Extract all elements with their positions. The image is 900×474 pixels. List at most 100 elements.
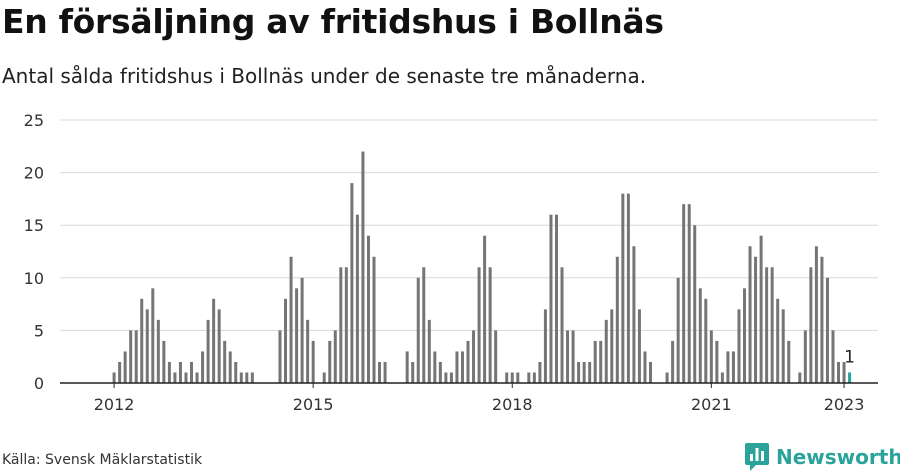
bar-85 <box>566 330 570 383</box>
y-tick-label-20: 20 <box>24 164 44 183</box>
bar-81 <box>543 309 547 383</box>
bar-109 <box>698 288 702 383</box>
bar-123 <box>776 298 780 383</box>
bar-12 <box>162 340 166 383</box>
bar-51 <box>378 361 382 383</box>
bar-69 <box>477 267 481 383</box>
bar-19 <box>201 351 205 383</box>
bar-37 <box>300 277 304 383</box>
x-tick-label-2012: 2012 <box>94 395 135 414</box>
bar-96 <box>626 193 630 383</box>
bar-6 <box>129 330 133 383</box>
y-tick-label-25: 25 <box>24 111 44 130</box>
bar-133 <box>831 330 835 383</box>
bar-8 <box>140 298 144 383</box>
bar-104 <box>671 340 675 383</box>
x-axis: 2012 2015 2018 2021 2023 <box>60 382 878 414</box>
bar-94 <box>615 256 619 383</box>
x-tick-label-2023: 2023 <box>824 395 865 414</box>
y-tick-label-15: 15 <box>24 216 44 235</box>
bar-59 <box>422 267 426 383</box>
bar-132 <box>825 277 829 383</box>
bar-42 <box>328 340 332 383</box>
bar-11 <box>156 319 160 383</box>
chart-subtitle: Antal sålda fritidshus i Bollnäs under d… <box>2 64 647 88</box>
bar-9 <box>145 309 149 383</box>
bar-28 <box>250 372 254 383</box>
bar-127 <box>798 372 802 383</box>
bar-56 <box>405 351 409 383</box>
y-tick-label-5: 5 <box>34 321 44 340</box>
bar-64 <box>449 372 453 383</box>
bar-36 <box>295 288 299 383</box>
newsworthy-logo[interactable]: Newsworthy <box>744 442 900 472</box>
bar-136 <box>848 372 852 383</box>
bar-107 <box>687 204 691 383</box>
bar-33 <box>278 330 282 383</box>
bar-62 <box>438 361 442 383</box>
bar-10 <box>151 288 155 383</box>
bar-14 <box>173 372 177 383</box>
bar-17 <box>190 361 194 383</box>
bar-131 <box>820 256 824 383</box>
bar-48 <box>361 151 365 383</box>
bar-74 <box>505 372 509 383</box>
bar-119 <box>754 256 758 383</box>
bars <box>112 151 852 383</box>
bar-24 <box>228 351 232 383</box>
brand-name: Newsworthy <box>776 445 900 469</box>
bar-41 <box>322 372 326 383</box>
bar-112 <box>715 340 719 383</box>
bar-120 <box>759 235 763 383</box>
bar-103 <box>665 372 669 383</box>
bar-82 <box>549 214 553 383</box>
bar-15 <box>178 361 182 383</box>
bar-99 <box>643 351 647 383</box>
bar-87 <box>577 361 581 383</box>
bar-134 <box>837 361 841 383</box>
bar-26 <box>239 372 243 383</box>
bar-25 <box>234 361 238 383</box>
bar-83 <box>554 214 558 383</box>
bar-105 <box>676 277 680 383</box>
bar-27 <box>245 372 249 383</box>
bar-121 <box>765 267 769 383</box>
chart-title: En försäljning av fritidshus i Bollnäs <box>2 2 664 41</box>
bar-95 <box>621 193 625 383</box>
bar-117 <box>743 288 747 383</box>
bar-113 <box>720 372 724 383</box>
bar-125 <box>787 340 791 383</box>
bar-43 <box>333 330 337 383</box>
bar-124 <box>781 309 785 383</box>
bar-61 <box>433 351 437 383</box>
bar-13 <box>167 361 171 383</box>
bar-47 <box>355 214 359 383</box>
bar-68 <box>472 330 476 383</box>
bar-63 <box>444 372 448 383</box>
bar-84 <box>560 267 564 383</box>
bar-116 <box>737 309 741 383</box>
bar-49 <box>366 235 370 383</box>
bar-115 <box>731 351 735 383</box>
bar-75 <box>510 372 514 383</box>
bar-18 <box>195 372 199 383</box>
bar-39 <box>311 340 315 383</box>
bar-chart: 0 5 10 15 20 25 1 2012 2015 2018 2021 2023 <box>24 111 878 414</box>
bar-22 <box>217 309 221 383</box>
bar-58 <box>416 277 420 383</box>
bar-71 <box>488 267 492 383</box>
bar-98 <box>637 309 641 383</box>
bar-7 <box>134 330 138 383</box>
bar-90 <box>593 340 597 383</box>
bar-135 <box>842 361 846 383</box>
bar-57 <box>411 361 415 383</box>
bar-92 <box>604 319 608 383</box>
bar-91 <box>599 340 603 383</box>
bar-60 <box>427 319 431 383</box>
bar-122 <box>770 267 774 383</box>
bar-118 <box>748 246 752 383</box>
source-note: Källa: Svensk Mäklarstatistik <box>2 452 203 468</box>
x-tick-label-2015: 2015 <box>293 395 334 414</box>
bar-114 <box>726 351 730 383</box>
x-tick-label-2021: 2021 <box>691 395 732 414</box>
